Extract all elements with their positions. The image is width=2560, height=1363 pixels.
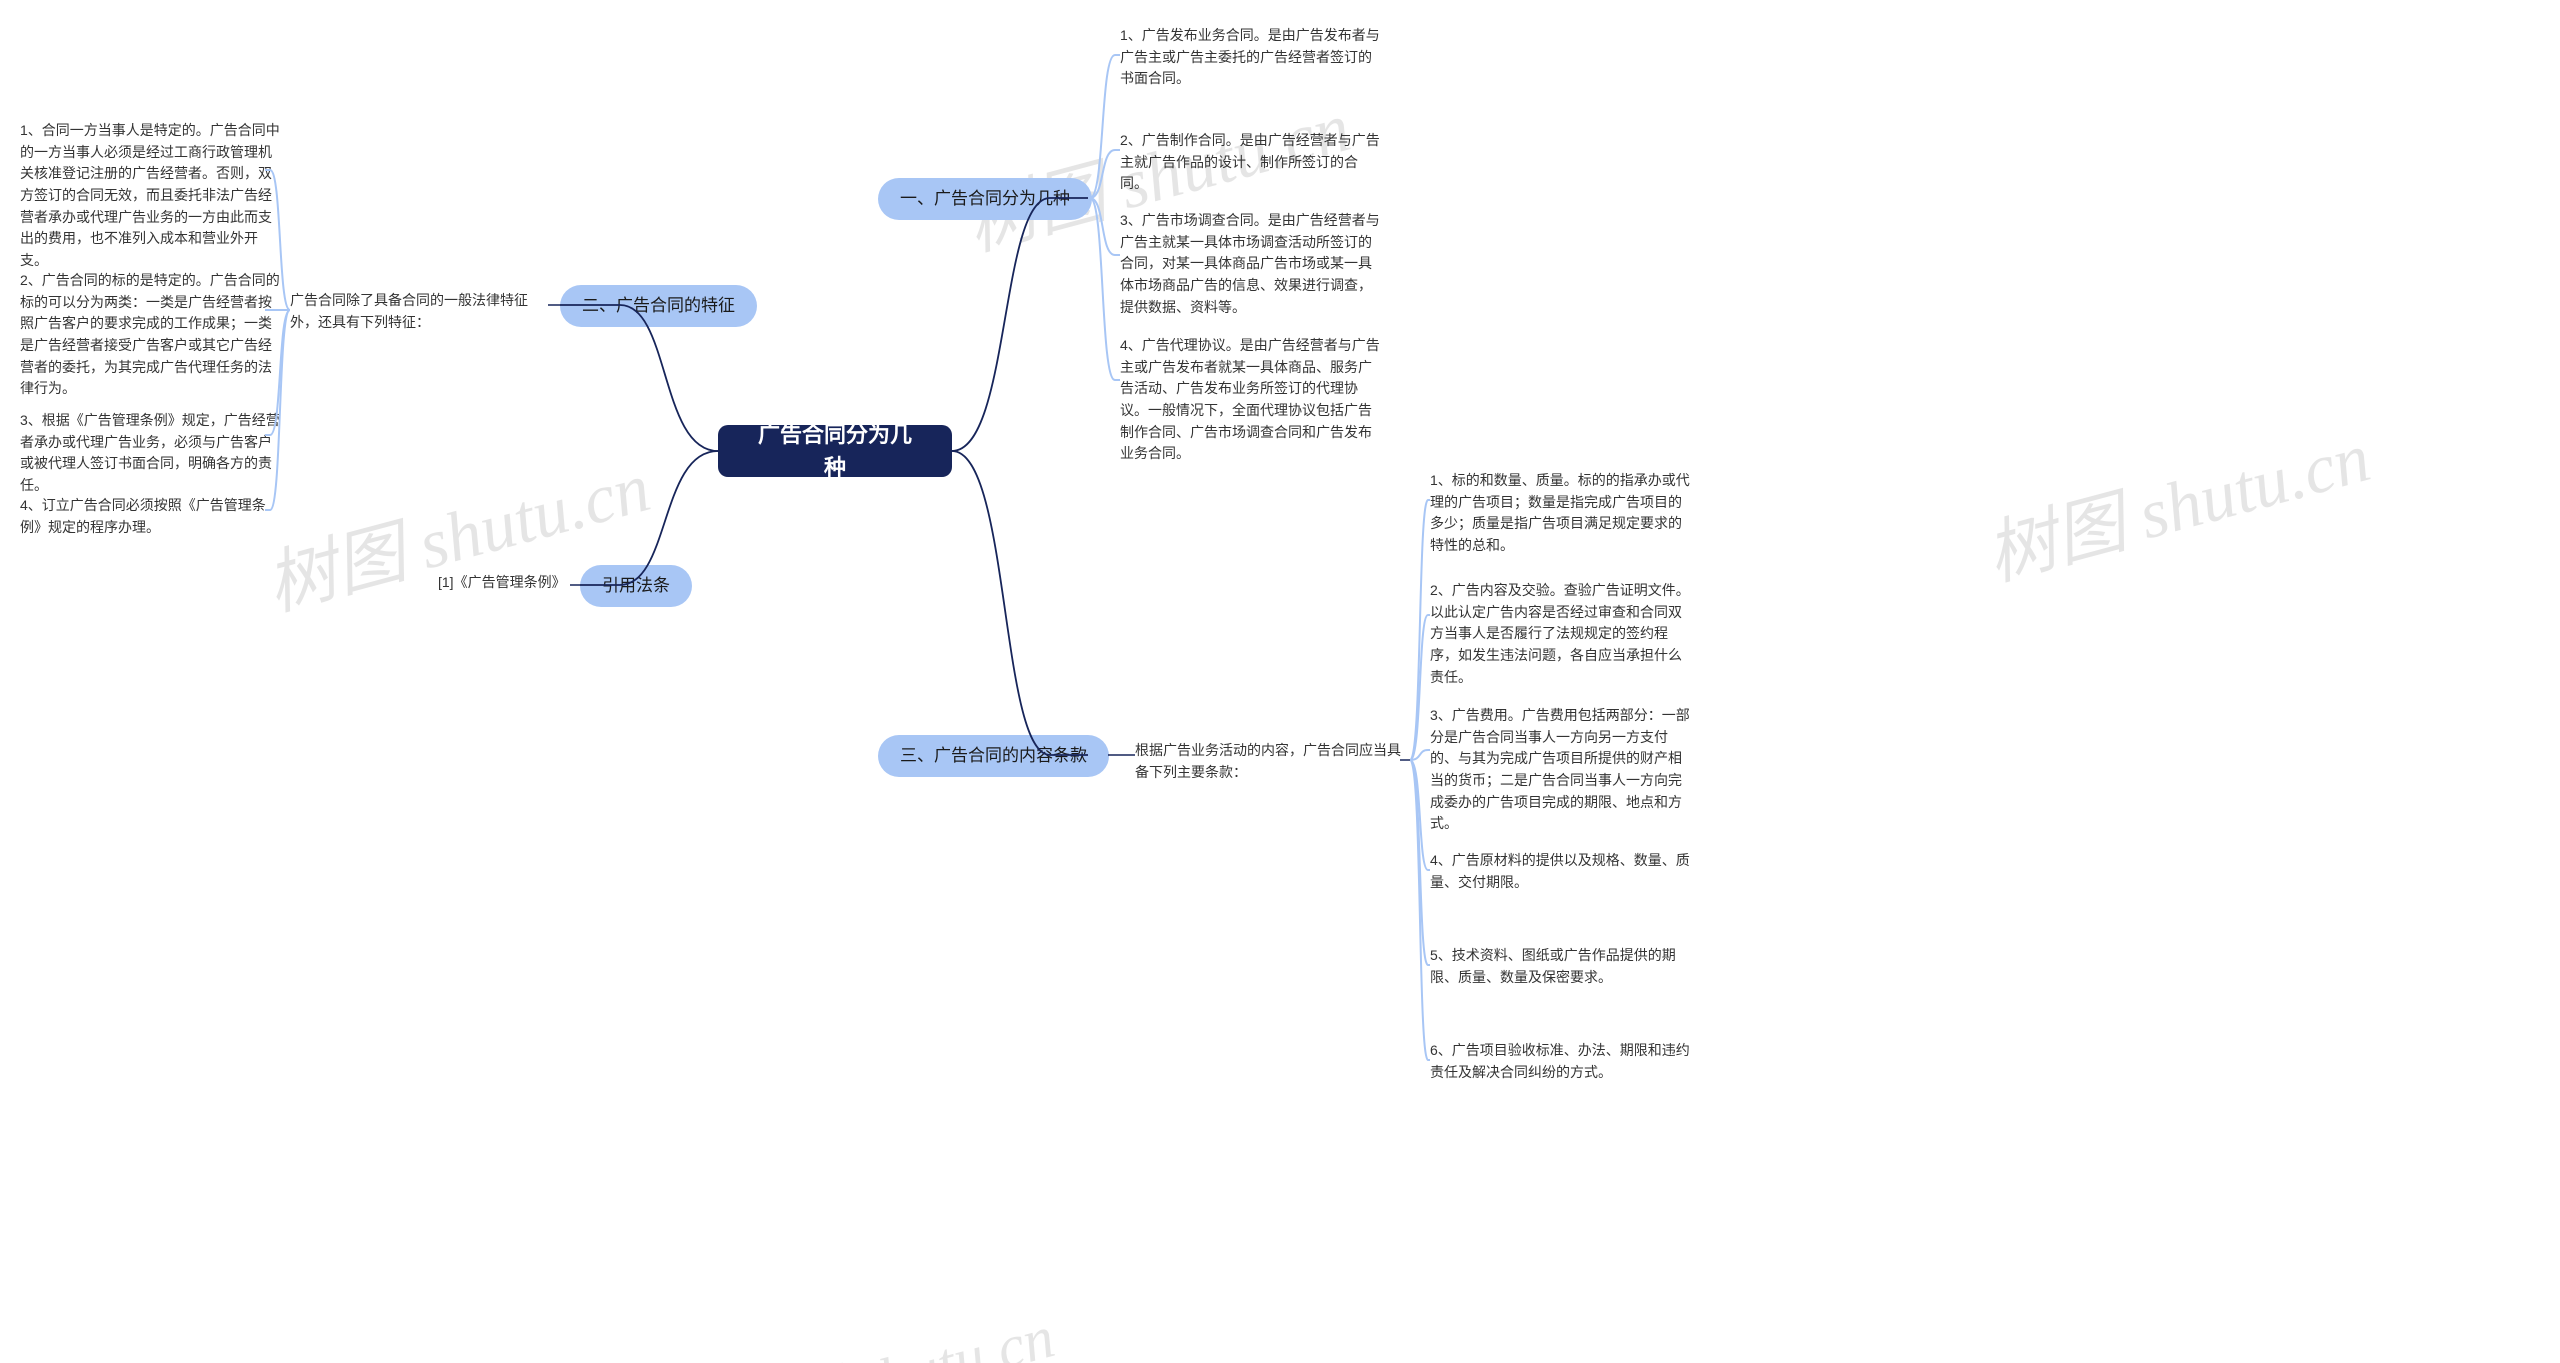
leaf-b1-3: 3、广告市场调查合同。是由广告经营者与广告主就某一具体市场调查活动所签订的合同，… [1120,210,1380,318]
leaf-b3-2: 2、广告内容及交验。查验广告证明文件。以此认定广告内容是否经过审查和合同双方当事… [1430,580,1690,688]
branch-node-2: 二、广告合同的特征 [560,285,757,327]
leaf-b2-2: 2、广告合同的标的是特定的。广告合同的标的可以分为两类：一类是广告经营者按照广告… [20,270,280,400]
leaf-b1-4: 4、广告代理协议。是由广告经营者与广告主或广告发布者就某一具体商品、服务广告活动… [1120,335,1380,465]
leaf-b3-4: 4、广告原材料的提供以及规格、数量、质量、交付期限。 [1430,850,1690,893]
watermark: 树图 shutu.cn [714,1288,1062,1363]
connectors [0,0,2560,1363]
branch-2-label: 二、广告合同的特征 [582,293,735,319]
leaf-b1-1: 1、广告发布业务合同。是由广告发布者与广告主或广告主委托的广告经营者签订的书面合… [1120,25,1380,90]
center-label: 广告合同分为几种 [748,418,922,484]
branch-2-intro: 广告合同除了具备合同的一般法律特征外，还具有下列特征： [290,290,550,333]
branch-4-label: 引用法条 [602,573,670,599]
leaf-b2-4: 4、订立广告合同必须按照《广告管理条例》规定的程序办理。 [20,495,280,538]
branch-node-1: 一、广告合同分为几种 [878,178,1092,220]
branch-3-label: 三、广告合同的内容条款 [900,743,1087,769]
leaf-b4-1: [1]《广告管理条例》 [438,572,566,594]
center-node: 广告合同分为几种 [718,425,952,477]
branch-node-3: 三、广告合同的内容条款 [878,735,1109,777]
branch-1-label: 一、广告合同分为几种 [900,186,1070,212]
leaf-b3-5: 5、技术资料、图纸或广告作品提供的期限、质量、数量及保密要求。 [1430,945,1690,988]
watermark: 树图 shutu.cn [1974,401,2380,600]
branch-3-intro: 根据广告业务活动的内容，广告合同应当具备下列主要条款： [1135,740,1405,783]
leaf-b3-6: 6、广告项目验收标准、办法、期限和违约责任及解决合同纠纷的方式。 [1430,1040,1690,1083]
leaf-b1-2: 2、广告制作合同。是由广告经营者与广告主就广告作品的设计、制作所签订的合同。 [1120,130,1380,195]
leaf-b2-1: 1、合同一方当事人是特定的。广告合同中的一方当事人必须是经过工商行政管理机关核准… [20,120,280,272]
leaf-b2-3: 3、根据《广告管理条例》规定，广告经营者承办或代理广告业务，必须与广告客户或被代… [20,410,280,497]
leaf-b3-3: 3、广告费用。广告费用包括两部分：一部分是广告合同当事人一方向另一方支付的、与其… [1430,705,1690,835]
branch-node-4: 引用法条 [580,565,692,607]
leaf-b3-1: 1、标的和数量、质量。标的的指承办或代理的广告项目；数量是指完成广告项目的多少；… [1430,470,1690,557]
